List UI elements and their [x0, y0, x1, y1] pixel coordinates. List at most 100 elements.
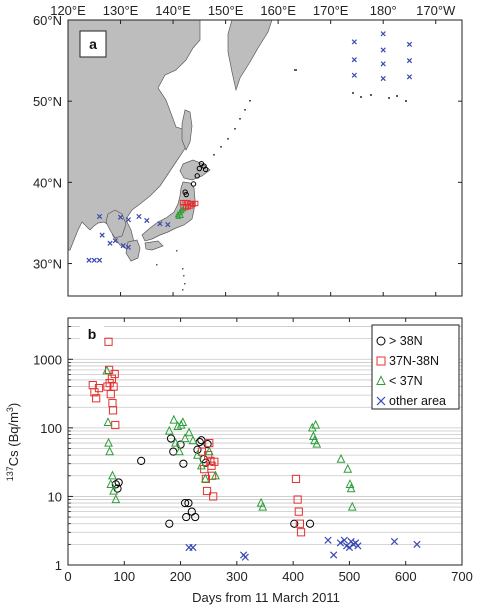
- plot-marker-gt38: [305, 519, 315, 528]
- map-x-tick-label: 120°E: [50, 3, 86, 18]
- plot-marker-gt38: [114, 478, 123, 487]
- map-y-tick-label: 60°N: [33, 13, 62, 28]
- map-marker-37to38: [188, 203, 194, 209]
- plot-marker-lt37: [196, 460, 206, 470]
- map-x-tick-label: 140°E: [155, 3, 191, 18]
- map-marker-other: [107, 240, 113, 246]
- plot-marker-37to38: [209, 492, 218, 501]
- x-tick-label: 400: [282, 569, 304, 584]
- map-marker-gt38: [194, 173, 200, 179]
- y-tick-label: 1000: [33, 352, 62, 367]
- x-tick-label: 600: [395, 569, 417, 584]
- plot-marker-other: [324, 536, 332, 544]
- y-label-unit-superscript: 3: [5, 407, 15, 412]
- plot-marker-lt37: [347, 501, 357, 511]
- map-marker-lt37: [178, 207, 185, 214]
- plot-marker-37to38: [202, 486, 212, 496]
- map-marker-other: [120, 243, 126, 249]
- x-tick-label: 0: [64, 569, 71, 584]
- map-y-tick-label: 40°N: [33, 175, 62, 190]
- plot-marker-37to38: [107, 374, 117, 383]
- plot-marker-lt37: [108, 470, 117, 480]
- plot-marker-gt38: [203, 439, 212, 449]
- plot-marker-37to38: [291, 474, 301, 484]
- plot-marker-37to38: [294, 507, 303, 516]
- plot-marker-gt38: [191, 512, 200, 522]
- plot-marker-lt37: [178, 417, 188, 427]
- plot-marker-37to38: [109, 382, 118, 391]
- map-marker-other: [157, 221, 163, 227]
- map-small-islands: [156, 69, 407, 291]
- map-marker-lt37: [180, 205, 187, 212]
- plot-marker-lt37: [105, 446, 115, 456]
- panel-b-label: b: [88, 326, 97, 342]
- plot-marker-gt38: [137, 456, 146, 465]
- plot-marker-gt38: [179, 459, 188, 468]
- plot-marker-other: [354, 542, 362, 550]
- y-label-isotope-superscript: 137: [5, 466, 15, 481]
- legend-marker-lt37: [376, 375, 386, 385]
- y-tick-label: 10: [48, 489, 62, 504]
- panel-b-label-box: [80, 322, 104, 346]
- map-marker-other: [117, 214, 124, 220]
- legend-label-gt38: > 38N: [389, 334, 423, 348]
- plot-marker-lt37: [169, 414, 179, 424]
- plot-marker-lt37: [204, 446, 214, 456]
- map-marker-other: [380, 47, 386, 53]
- map-marker-other: [406, 41, 413, 47]
- map-markers: [86, 31, 413, 263]
- plot-marker-gt38: [193, 445, 202, 454]
- plot-marker-37to38: [296, 528, 306, 537]
- plot-marker-lt37: [103, 417, 113, 427]
- map-x-tick-label: 180°: [370, 3, 397, 18]
- horizontal-gridlines: [68, 317, 462, 545]
- map-y-tick-label: 50°N: [33, 94, 62, 109]
- map-x-tick-label: 150°E: [208, 3, 244, 18]
- map-marker-other: [136, 213, 142, 220]
- map-marker-other: [351, 72, 357, 78]
- map-marker-other: [406, 57, 413, 64]
- legend-label-37to38: 37N-38N: [389, 354, 439, 368]
- map-marker-other: [91, 257, 97, 263]
- plot-marker-lt37: [180, 433, 190, 443]
- map-frame: [67, 19, 463, 297]
- plot-marker-other: [390, 537, 399, 546]
- plot-marker-other: [413, 540, 421, 548]
- map-marker-other: [406, 74, 413, 80]
- map-marker-other: [380, 61, 386, 67]
- plot-marker-37to38: [108, 406, 118, 415]
- plot-marker-37to38: [110, 369, 119, 379]
- plot-marker-lt37: [106, 479, 116, 488]
- map-marker-other: [96, 213, 103, 220]
- map-marker-other: [125, 244, 132, 250]
- plot-marker-other: [330, 551, 338, 559]
- plot-marker-gt38: [180, 498, 190, 508]
- map-marker-other: [351, 39, 357, 45]
- plot-marker-lt37: [111, 494, 121, 504]
- plot-marker-lt37: [343, 463, 353, 473]
- plot-marker-other: [336, 539, 345, 547]
- map-marker-lt37: [177, 211, 184, 219]
- panel-a-label: a: [89, 36, 97, 52]
- y-label-end: ): [6, 403, 21, 407]
- x-tick-label: 300: [226, 569, 248, 584]
- map-marker-other: [99, 232, 105, 238]
- y-axis-ticks: 1 10 100 1000: [33, 317, 73, 573]
- x-tick-label: 200: [170, 569, 192, 584]
- x-tick-label: 100: [113, 569, 135, 584]
- legend-label-other: other area: [389, 394, 446, 408]
- map-marker-gt38: [202, 166, 209, 173]
- x-axis-label: Days from 11 March 2011: [192, 590, 340, 605]
- plot-marker-lt37: [184, 427, 194, 437]
- plot-marker-lt37: [102, 365, 112, 375]
- plot-marker-gt38: [182, 512, 191, 522]
- map-y-tick-label: 30°N: [33, 257, 62, 272]
- map-marker-gt38: [190, 181, 197, 187]
- plot-marker-gt38: [166, 434, 176, 443]
- legend-markers: [376, 336, 386, 406]
- plot-marker-lt37: [193, 449, 202, 459]
- plot-marker-lt37: [164, 425, 174, 435]
- x-tick-label: 500: [339, 569, 361, 584]
- map-latitude-ticks: 30°N 40°N 50°N 60°N: [33, 13, 462, 272]
